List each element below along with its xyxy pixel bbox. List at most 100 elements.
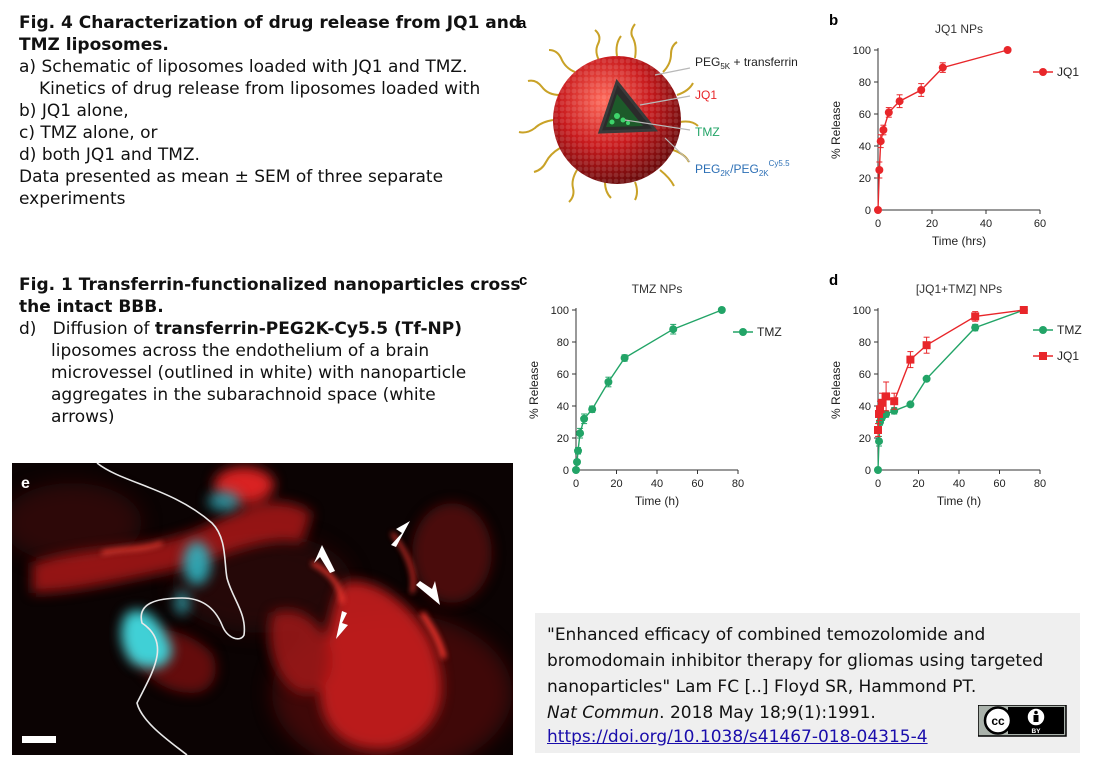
fig4-caption-line: b) JQ1 alone, — [19, 101, 129, 121]
chart-d-series-tmz-point — [971, 323, 980, 332]
chart-d-series-jq1-point — [890, 397, 899, 406]
chart-b-series-jq1-point — [874, 206, 882, 214]
chart-d-y-tick-label: 80 — [859, 337, 871, 349]
chart-c-x-label: Time (h) — [635, 494, 679, 508]
chart-d-series-jq1-legend-marker — [1039, 352, 1047, 360]
fig4-caption-line: Data presented as mean ± SEM of three se… — [19, 167, 444, 187]
chart-d-y-tick-label: 40 — [859, 401, 871, 413]
fig1-d-line: arrows) — [51, 407, 115, 427]
fig4-title-line1: Fig. 4 Characterization of drug release … — [19, 13, 522, 33]
chart-b-x-tick-label: 20 — [926, 218, 938, 230]
chart-c-x-tick-label: 20 — [610, 478, 622, 490]
chart-c-series-tmz-point — [620, 354, 629, 362]
chart-b-x-tick-label: 40 — [980, 218, 992, 230]
fig4-caption-line: experiments — [19, 189, 126, 209]
chart-c-y-tick-label: 0 — [563, 465, 569, 477]
chart-b-series-jq1-point — [938, 63, 947, 72]
chart-b-x-tick-label: 0 — [875, 218, 881, 230]
chart-d-x-tick-label: 0 — [875, 478, 881, 490]
fig1-d-line: aggregates in the subarachnoid space (wh… — [51, 385, 436, 405]
chart-d-series-tmz-point — [906, 400, 915, 409]
fig1-d-label: d) — [19, 319, 37, 339]
chart-d-combined-release: d [JQ1+TMZ] NPs 0 20 40 60 80 100 0 20 40 60 80 Time… — [829, 272, 1082, 508]
chart-b-y-tick-label: 40 — [859, 141, 871, 153]
chart-d-y-label: % Release — [829, 361, 843, 419]
fig1-title-line2: the intact BBB. — [19, 297, 164, 317]
citation-date: . 2018 May 18;9(1):1991. — [659, 703, 876, 723]
fig4-title-line2: TMZ liposomes. — [19, 35, 169, 55]
fig1-d-line1: d) Diffusion of transferrin-PEG2K-Cy5.5 … — [19, 318, 520, 340]
chart-c-x-tick-label: 0 — [573, 478, 579, 490]
white-arrows — [314, 521, 440, 639]
citation-line2: bromodomain inhibitor therapy for glioma… — [547, 651, 1044, 671]
chart-d-x-tick-label: 40 — [953, 478, 965, 490]
label-leaders — [624, 67, 691, 163]
chart-c-series-tmz-point — [574, 446, 583, 455]
chart-b-series-jq1-point — [879, 126, 888, 134]
fig1-title-line1: Fig. 1 Transferrin-functionalized nanopa… — [19, 275, 521, 295]
chart-d-series-jq1-legend-label: JQ1 — [1057, 349, 1079, 363]
citation-doi-link[interactable]: https://doi.org/10.1038/s41467-018-04315… — [547, 727, 928, 747]
chart-b-letter: b — [829, 12, 838, 29]
chart-c-x-tick-label: 40 — [651, 478, 663, 490]
chart-b-x-tick-label: 60 — [1034, 218, 1046, 230]
fig1-d-text: Diffusion of — [52, 319, 155, 339]
citation-journal: Nat Commun — [547, 703, 660, 723]
chart-c-y-tick-label: 40 — [557, 401, 569, 413]
chart-d-series-jq1-line — [877, 309, 1024, 431]
chart-c-series-tmz-point — [717, 306, 726, 314]
chart-b-y-tick-label: 100 — [853, 45, 871, 57]
chart-c-series-tmz-point — [588, 405, 597, 414]
chart-b-title: JQ1 NPs — [935, 22, 983, 36]
chart-d-title: [JQ1+TMZ] NPs — [916, 282, 1002, 296]
panel-a-liposome-schematic: a PEG5K + transferrin JQ1 TMZ PEG2K/PEG2… — [518, 15, 798, 203]
chart-b-series-jq1-legend-marker — [1039, 68, 1047, 76]
label-jq1: JQ1 — [695, 88, 717, 102]
fig4-caption-line: Kinetics of drug release from liposomes … — [39, 79, 481, 99]
chart-d-series-tmz-legend-label: TMZ — [1057, 323, 1082, 337]
scale-bar — [22, 736, 56, 743]
chart-b-series-jq1-point — [884, 108, 893, 117]
chart-d-series-tmz-point — [922, 374, 931, 383]
chart-b-jq1-release: b JQ1 NPs 0 20 40 60 80 100 0 20 40 60 Time (hrs) % … — [829, 12, 1079, 248]
chart-c-y-label: % Release — [527, 361, 541, 419]
chart-b-series-jq1-legend-label: JQ1 — [1057, 65, 1079, 79]
chart-c-series-tmz-point — [580, 414, 589, 423]
chart-b-series-jq1-point — [875, 166, 884, 174]
chart-c-series-tmz-line — [575, 309, 723, 471]
microscopy-render: e — [12, 463, 513, 755]
fig4-caption-line: c) TMZ alone, or — [19, 123, 158, 143]
chart-b-series-jq1-line — [877, 49, 1008, 211]
chart-c-series-tmz-point — [604, 378, 613, 386]
chart-d-series-tmz-point — [875, 437, 884, 446]
chart-d-x-label: Time (h) — [937, 494, 981, 508]
chart-d-series-tmz-point — [874, 466, 882, 474]
chart-c-tmz-release: c TMZ NPs 0 20 40 60 80 100 0 20 40 60 80 Time (h) % … — [519, 272, 782, 508]
vessel-outline — [96, 463, 246, 755]
chart-c-title: TMZ NPs — [632, 282, 683, 296]
chart-c-series-tmz-point — [573, 458, 582, 466]
fig1-d-bold: transferrin-PEG2K-Cy5.5 (Tf-NP) — [154, 319, 462, 339]
chart-c-letter: c — [519, 272, 527, 289]
chart-d-y-tick-label: 20 — [859, 433, 871, 445]
cc-by-license-icon[interactable]: cc BY — [978, 705, 1068, 737]
chart-d-x-tick-label: 80 — [1034, 478, 1046, 490]
fig1-d-line: microvessel (outlined in white) with nan… — [51, 363, 467, 383]
chart-c-series-tmz-legend-label: TMZ — [757, 325, 782, 339]
fig1-d-line: liposomes across the endothelium of a br… — [51, 341, 430, 361]
chart-b-y-tick-label: 80 — [859, 77, 871, 89]
fig4-caption-line: a) Schematic of liposomes loaded with JQ… — [19, 57, 468, 77]
chart-b-series-jq1-point — [1003, 46, 1012, 54]
chart-c-series-tmz-legend-marker — [739, 328, 747, 336]
panel-e-microscopy-image: e — [12, 463, 513, 755]
fig4-caption: Fig. 4 Characterization of drug release … — [19, 12, 521, 210]
citation-line3: nanoparticles" Lam FC [..] Floyd SR, Ham… — [547, 677, 977, 697]
chart-d-series-jq1-point — [874, 426, 882, 434]
chart-d-y-tick-label: 0 — [865, 465, 871, 477]
panel-a-letter: a — [518, 15, 527, 32]
chart-c-y-tick-label: 20 — [557, 433, 569, 445]
chart-d-series-jq1-point — [878, 398, 887, 407]
chart-b-series-jq1-point — [895, 97, 904, 106]
by-text: BY — [1031, 728, 1041, 735]
chart-d-series-jq1-point — [906, 355, 915, 364]
